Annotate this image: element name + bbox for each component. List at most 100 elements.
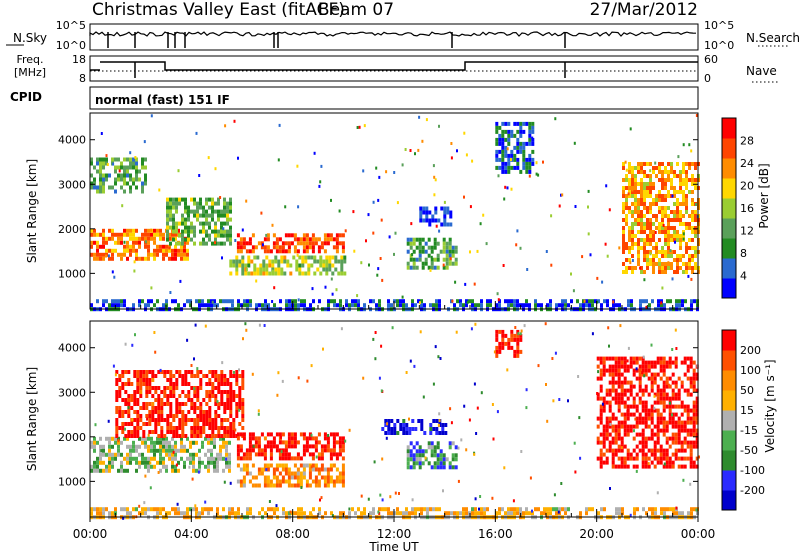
heatmap-cell (275, 463, 279, 468)
heatmap-cell (448, 465, 452, 470)
heatmap-cell (605, 432, 609, 437)
heatmap-cell (141, 256, 144, 261)
heatmap-cell (213, 460, 216, 465)
heatmap-noise-cell (379, 493, 382, 497)
heatmap-cell (320, 452, 324, 457)
heatmap-cell (220, 370, 224, 374)
heatmap-cell (451, 453, 455, 458)
heatmap-cell (537, 303, 540, 308)
heatmap-cell (196, 418, 200, 422)
heatmap-cell (501, 145, 505, 150)
heatmap-cell (599, 396, 603, 401)
heatmap-cell (442, 457, 446, 462)
heatmap-noise-cell (146, 417, 149, 421)
heatmap-cell (641, 368, 645, 373)
heatmap-cell (216, 464, 219, 469)
heatmap-cell (332, 483, 336, 488)
heatmap-cell (667, 174, 670, 178)
heatmap-cell (440, 222, 444, 227)
heatmap-cell (129, 236, 132, 241)
heatmap-cell (147, 460, 150, 465)
heatmap-cell (184, 402, 188, 406)
heatmap-cell (445, 249, 449, 254)
heatmap-noise-cell (631, 188, 634, 192)
heatmap-cell (501, 329, 505, 334)
heatmap-noise-cell (411, 253, 414, 256)
heatmap-cell (226, 398, 230, 402)
heatmap-cell (685, 262, 688, 266)
heatmap-cell (650, 416, 654, 421)
heatmap-cell (181, 378, 185, 382)
heatmap-cell (151, 402, 155, 406)
heatmap-cell (183, 464, 186, 469)
heatmap-cell (691, 258, 694, 262)
heatmap-cell (409, 457, 413, 462)
heatmap-cell (257, 467, 261, 472)
heatmap-cell (181, 410, 185, 414)
heatmap-cell (165, 468, 168, 473)
heatmap-cell (549, 303, 552, 308)
heatmap-noise-cell (601, 402, 604, 406)
heatmap-cell (193, 434, 197, 438)
heatmap-cell (154, 390, 158, 394)
heatmap-cell (177, 507, 180, 512)
heatmap-cell (417, 507, 420, 512)
heatmap-cell (623, 356, 627, 361)
heatmap-cell (302, 249, 306, 254)
heatmap-cell (674, 356, 678, 361)
heatmap-cell (682, 222, 685, 226)
heatmap-cell (121, 414, 125, 418)
heatmap-cell (266, 245, 270, 250)
heatmap-cell (114, 165, 117, 170)
heatmap-cell (617, 420, 621, 425)
heatmap-cell (656, 388, 660, 393)
heatmap-cell (299, 475, 303, 480)
heatmap-cell (265, 271, 269, 276)
heatmap-cell (631, 174, 634, 178)
heatmap-noise-cell (340, 327, 343, 331)
heatmap-cell (650, 436, 654, 441)
heatmap-cell (132, 228, 135, 233)
heatmap-cell (679, 254, 682, 258)
heatmap-cell (235, 382, 239, 386)
heatmap-cell (608, 356, 612, 361)
heatmap-cell (679, 242, 682, 246)
heatmap-cell (513, 157, 517, 162)
heatmap-cell (108, 456, 111, 461)
heatmap-noise-cell (107, 254, 110, 258)
heatmap-cell (186, 248, 189, 253)
heatmap-cell (638, 400, 642, 405)
heatmap-cell (210, 448, 213, 453)
heatmap-cell (308, 483, 312, 488)
heatmap-cell (692, 464, 696, 469)
heatmap-cell (139, 426, 143, 430)
heatmap-cell (147, 232, 150, 237)
heatmap-cell (670, 234, 673, 238)
heatmap-cell (625, 246, 628, 250)
heatmap-cell (148, 390, 152, 394)
heatmap-cell (622, 250, 625, 254)
heatmap-cell (323, 432, 327, 437)
heatmap-cell (605, 356, 609, 361)
heatmap-cell (314, 448, 318, 453)
heatmap-cell (620, 424, 624, 429)
heatmap-cell (210, 452, 213, 457)
heatmap-cell (305, 479, 309, 484)
heatmap-cell (117, 236, 120, 241)
heatmap-cell (664, 250, 667, 254)
heatmap-cell (495, 153, 499, 158)
heatmap-noise-cell (643, 374, 646, 378)
heatmap-cell (474, 507, 477, 512)
heatmap-cell (327, 303, 330, 308)
heatmap-cell (160, 418, 164, 422)
heatmap-cell (159, 236, 162, 241)
heatmap-cell (153, 448, 156, 453)
heatmap-cell (217, 426, 221, 430)
heatmap-cell (647, 456, 651, 461)
heatmap-cell (225, 464, 228, 469)
heatmap-cell (174, 256, 177, 261)
heatmap-cell (90, 464, 93, 469)
heatmap-cell (124, 390, 128, 394)
heatmap-noise-cell (474, 497, 477, 501)
heatmap-cell (326, 233, 330, 238)
